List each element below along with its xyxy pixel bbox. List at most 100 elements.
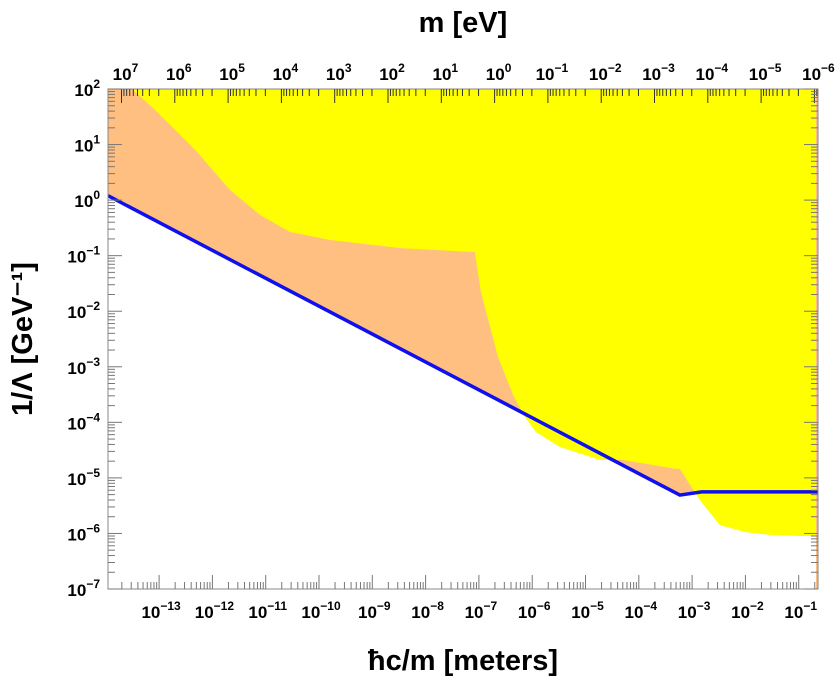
right-edge-orange-strip	[816, 89, 818, 589]
tick-exponent: 6	[185, 61, 192, 75]
tick-exponent: 1	[93, 133, 100, 147]
tick-base: 10	[358, 603, 377, 622]
top-tick-label: 10−6	[802, 61, 835, 84]
tick-exponent: −6	[86, 521, 100, 535]
regions	[108, 89, 818, 589]
bound-line	[108, 194, 818, 497]
tick-exponent: −2	[750, 599, 764, 613]
top-tick-label: 100	[486, 61, 512, 84]
tick-exponent: −5	[768, 61, 782, 75]
yellow-excluded-region	[131, 89, 817, 536]
x-tick-label: 10−2	[731, 599, 764, 622]
tick-exponent: 2	[93, 77, 100, 91]
tick-exponent: −2	[608, 61, 622, 75]
tick-base: 10	[625, 603, 644, 622]
tick-exponent: −1	[555, 61, 569, 75]
tick-base: 10	[571, 603, 590, 622]
tick-base: 10	[411, 603, 430, 622]
tick-exponent: −10	[320, 599, 341, 613]
tick-base: 10	[74, 81, 93, 100]
tick-base: 10	[74, 192, 93, 211]
x-tick-label: 10−5	[571, 599, 604, 622]
tick-base: 10	[67, 303, 86, 322]
tick-exponent: −6	[537, 599, 551, 613]
tick-base: 10	[802, 65, 821, 84]
tick-base: 10	[301, 603, 320, 622]
x-tick-label: 10−13	[141, 599, 181, 622]
tick-exponent: −11	[267, 599, 287, 613]
tick-base: 10	[326, 65, 345, 84]
tick-base: 10	[67, 470, 86, 489]
top-tick-label: 10−1	[536, 61, 569, 84]
y-axis-title: 1/Λ [GeV⁻¹]	[7, 262, 39, 416]
tick-exponent: −5	[590, 599, 604, 613]
top-tick-label: 10−5	[749, 61, 782, 84]
tick-base: 10	[518, 603, 537, 622]
top-tick-label: 102	[379, 61, 405, 84]
tick-base: 10	[784, 603, 803, 622]
tick-base: 10	[248, 603, 267, 622]
tick-exponent: −8	[430, 599, 444, 613]
tick-exponent: −1	[86, 244, 100, 258]
tick-exponent: −3	[661, 61, 675, 75]
top-tick-label: 103	[326, 61, 352, 84]
tick-exponent: −5	[86, 466, 100, 480]
x-tick-label: 10−11	[248, 599, 287, 622]
tick-exponent: −7	[484, 599, 498, 613]
x-tick-label: 10−6	[518, 599, 551, 622]
x-tick-label: 10−9	[358, 599, 391, 622]
tick-base: 10	[67, 248, 86, 267]
y-tick-label: 10−2	[67, 299, 100, 322]
tick-exponent: 0	[93, 188, 100, 202]
tick-base: 10	[113, 65, 132, 84]
y-tick-label: 10−1	[67, 244, 100, 267]
tick-exponent: 2	[398, 61, 405, 75]
tick-base: 10	[67, 525, 86, 544]
tick-base: 10	[589, 65, 608, 84]
top-tick-label: 101	[432, 61, 458, 84]
x-tick-label: 10−10	[301, 599, 341, 622]
tick-base: 10	[731, 603, 750, 622]
tick-base: 10	[678, 603, 697, 622]
top-axis-title: m [eV]	[419, 7, 508, 39]
tick-base: 10	[74, 137, 93, 156]
tick-exponent: −1	[803, 599, 817, 613]
tick-base: 10	[67, 581, 86, 600]
tick-exponent: −12	[214, 599, 235, 613]
y-tick-label: 10−5	[67, 466, 100, 489]
tick-exponent: −9	[377, 599, 391, 613]
tick-exponent: 3	[345, 61, 352, 75]
tick-exponent: −3	[86, 355, 100, 369]
tick-exponent: −7	[86, 577, 100, 591]
top-tick-label: 10−2	[589, 61, 622, 84]
tick-base: 10	[486, 65, 505, 84]
x-tick-label: 10−8	[411, 599, 444, 622]
top-tick-label: 105	[219, 61, 245, 84]
tick-base: 10	[141, 603, 160, 622]
y-tick-label: 100	[74, 188, 100, 211]
tick-exponent: 5	[238, 61, 245, 75]
top-tick-label: 10−4	[696, 61, 729, 84]
tick-base: 10	[273, 65, 292, 84]
bound-line-layer	[108, 194, 818, 497]
tick-exponent: −13	[160, 599, 181, 613]
tick-base: 10	[749, 65, 768, 84]
tick-exponent: 4	[292, 61, 299, 75]
x-tick-label: 10−12	[195, 599, 235, 622]
tick-exponent: −4	[643, 599, 657, 613]
y-tick-label: 10−3	[67, 355, 100, 378]
x-tick-label: 10−4	[625, 599, 658, 622]
tick-base: 10	[166, 65, 185, 84]
tick-base: 10	[432, 65, 451, 84]
tick-exponent: 1	[451, 61, 458, 75]
top-tick-label: 106	[166, 61, 192, 84]
tick-base: 10	[67, 414, 86, 433]
tick-base: 10	[67, 359, 86, 378]
tick-exponent: −2	[86, 299, 100, 313]
tick-base: 10	[465, 603, 484, 622]
tick-base: 10	[195, 603, 214, 622]
x-tick-label: 10−1	[784, 599, 817, 622]
tick-exponent: 7	[132, 61, 139, 75]
tick-base: 10	[642, 65, 661, 84]
tick-base: 10	[696, 65, 715, 84]
